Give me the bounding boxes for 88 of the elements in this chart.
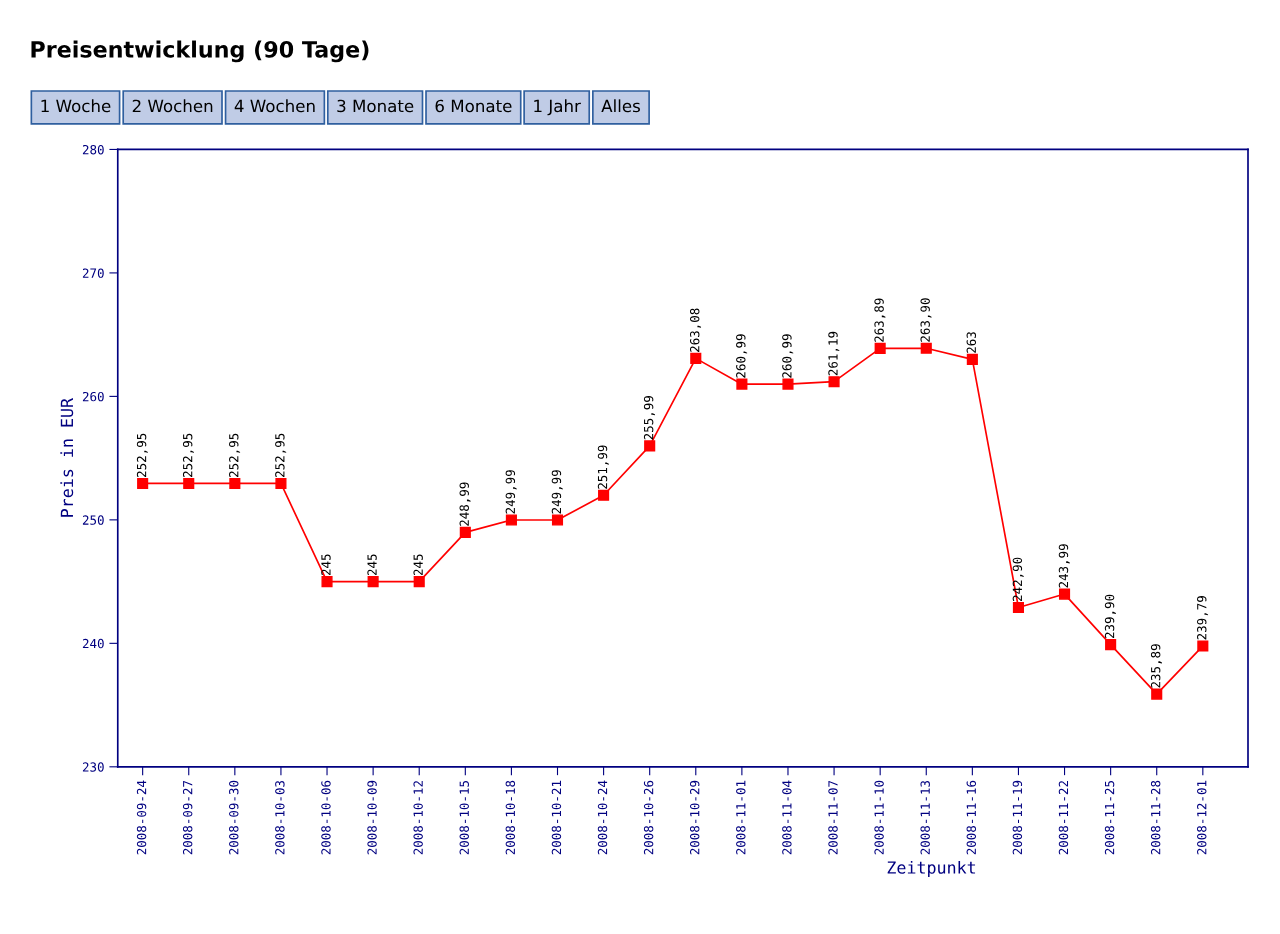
x-tick-label: 2008-11-13 [920,780,930,855]
x-tick-label: 2008-11-04 [782,780,792,855]
y-tick-label: 260 [82,391,104,402]
x-tick-label: 2008-10-09 [367,780,377,855]
x-tick-label: 2008-11-10 [874,780,884,855]
y-tick-label: 270 [82,268,104,278]
x-tick-label: 2008-10-26 [643,780,654,855]
point [183,477,195,489]
x-tick-label: 2008-11-19 [1012,780,1023,855]
text: 6 Monate [435,99,512,113]
x-tick-label: 2008-09-27 [182,780,193,855]
x-tick-label: 2008-11-16 [966,780,977,855]
point [1105,639,1117,651]
x-tick-label: 2008-10-06 [321,780,331,855]
text: 3 Monate [337,99,414,113]
point [229,477,241,489]
point [966,353,978,365]
point [1197,640,1209,652]
data-label: 239,79 [1197,596,1209,640]
point [1058,588,1071,600]
point [551,514,564,526]
x-tick-label: 2008-11-01 [736,780,746,855]
data-label: 252,95 [275,433,287,477]
x-tick-label: 2008-10-21 [551,780,562,855]
point [137,477,149,489]
point [505,514,517,526]
x-tick-label: 2008-11-07 [828,780,838,855]
point [367,576,379,588]
text: 1 Jahr [534,99,581,116]
x-axis-title: Zeitpunkt [887,860,976,878]
point [690,352,702,364]
data-label: 263,90 [920,298,932,342]
data-label: 249,99 [505,470,517,514]
x-tick-label: 2008-11-28 [1150,780,1161,855]
x-tick-label: 2008-12-01 [1197,780,1207,855]
text: Alles [601,99,640,113]
point [598,489,610,501]
point [920,342,932,354]
point [1012,601,1025,614]
x-tick-label: 2008-11-25 [1104,781,1115,855]
data-label: 263,89 [874,298,886,342]
data-label: 245 [413,554,423,576]
data-label: 245 [367,554,377,576]
data-label: 260,99 [736,334,748,378]
point [828,376,840,388]
data-label: 261,19 [828,331,840,376]
x-tick-label: 2008-10-03 [275,780,285,855]
text: 2 Wochen [132,99,213,113]
y-axis-title: Preis in EUR [60,397,74,517]
data-label: 260,99 [782,334,794,378]
data-label: 249,99 [551,470,563,514]
data-label: 239,90 [1104,594,1116,639]
data-label: 242,90 [1012,557,1024,602]
y-tick-label: 240 [82,638,104,649]
x-tick-label: 2008-10-12 [413,781,423,855]
text: 1 Woche [41,99,111,113]
y-tick-label: 280 [82,144,104,155]
data-label: 263,08 [689,308,702,352]
x-tick-label: 2008-10-18 [505,780,516,855]
x-tick-label: 2008-10-29 [689,780,700,855]
y-tick-label: 250 [82,515,104,525]
point [782,378,794,390]
point [736,378,748,390]
point [1151,688,1163,700]
point [321,576,333,588]
point [275,477,287,489]
data-label: 252,95 [182,433,194,477]
data-label: 251,99 [597,445,609,489]
y-tick-label: 230 [82,762,104,772]
x-tick-label: 2008-10-15 [459,781,469,855]
data-label: 245 [321,554,331,576]
point [874,342,886,354]
x-tick-label: 2008-10-24 [597,780,608,855]
data-label: 235,89 [1150,644,1162,688]
x-tick-label: 2008-09-30 [229,780,239,855]
data-label: 248,99 [459,482,471,526]
data-label: 255,99 [643,396,655,440]
point [644,440,656,452]
data-label: 243,99 [1058,544,1070,588]
x-tick-label: 2008-11-22 [1058,781,1069,855]
point [459,526,471,538]
data-label: 263 [966,332,977,353]
point [413,576,425,588]
data-label: 252,95 [229,433,241,477]
data-label: 252,95 [136,433,148,477]
chart-title: Preisentwicklung (90 Tage) [31,40,369,63]
text: 4 Wochen [234,99,315,113]
x-tick-label: 2008-09-24 [136,780,147,855]
